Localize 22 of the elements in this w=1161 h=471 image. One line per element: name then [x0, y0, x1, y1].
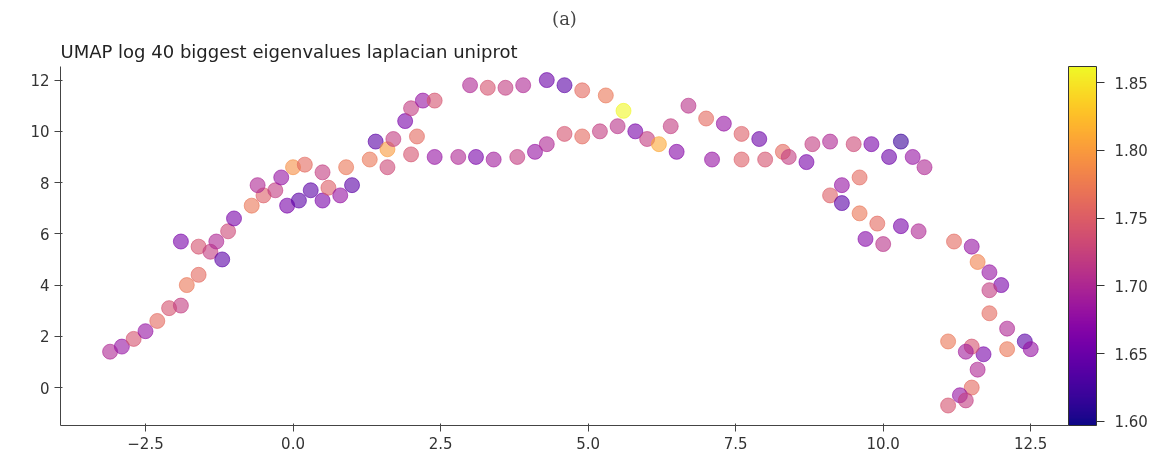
y-tick-label: 8: [39, 174, 50, 193]
y-tick-label: 10: [30, 123, 50, 142]
x-tick-label: −2.5: [127, 434, 164, 453]
y-tick-label: 2: [39, 328, 50, 347]
y-tick-label: 6: [39, 225, 50, 244]
color-bar-label: 1.80: [1114, 142, 1148, 161]
y-tick-label: 0: [39, 379, 50, 398]
color-bar-label: 1.85: [1114, 74, 1148, 93]
x-tick-label: 2.5: [428, 434, 453, 453]
text: 10.0: [866, 434, 900, 453]
color-bar-label: 1.65: [1114, 345, 1148, 364]
color-bar-label: 1.75: [1114, 210, 1148, 229]
color-bar-label: 1.70: [1114, 277, 1148, 296]
text: 0.0: [281, 434, 305, 453]
y-tick-label: 12: [30, 72, 50, 91]
x-tick-label: 12.5: [1014, 434, 1048, 453]
x-tick-label: 7.5: [723, 434, 748, 453]
chart-title: UMAP log 40 biggest eigenvalues laplacian uniprot: [60, 40, 518, 62]
y-tick-label: 4: [39, 277, 50, 296]
text: 5.0: [576, 434, 601, 453]
color-bar-label: 1.60: [1114, 413, 1148, 432]
text: (a): [552, 7, 577, 29]
